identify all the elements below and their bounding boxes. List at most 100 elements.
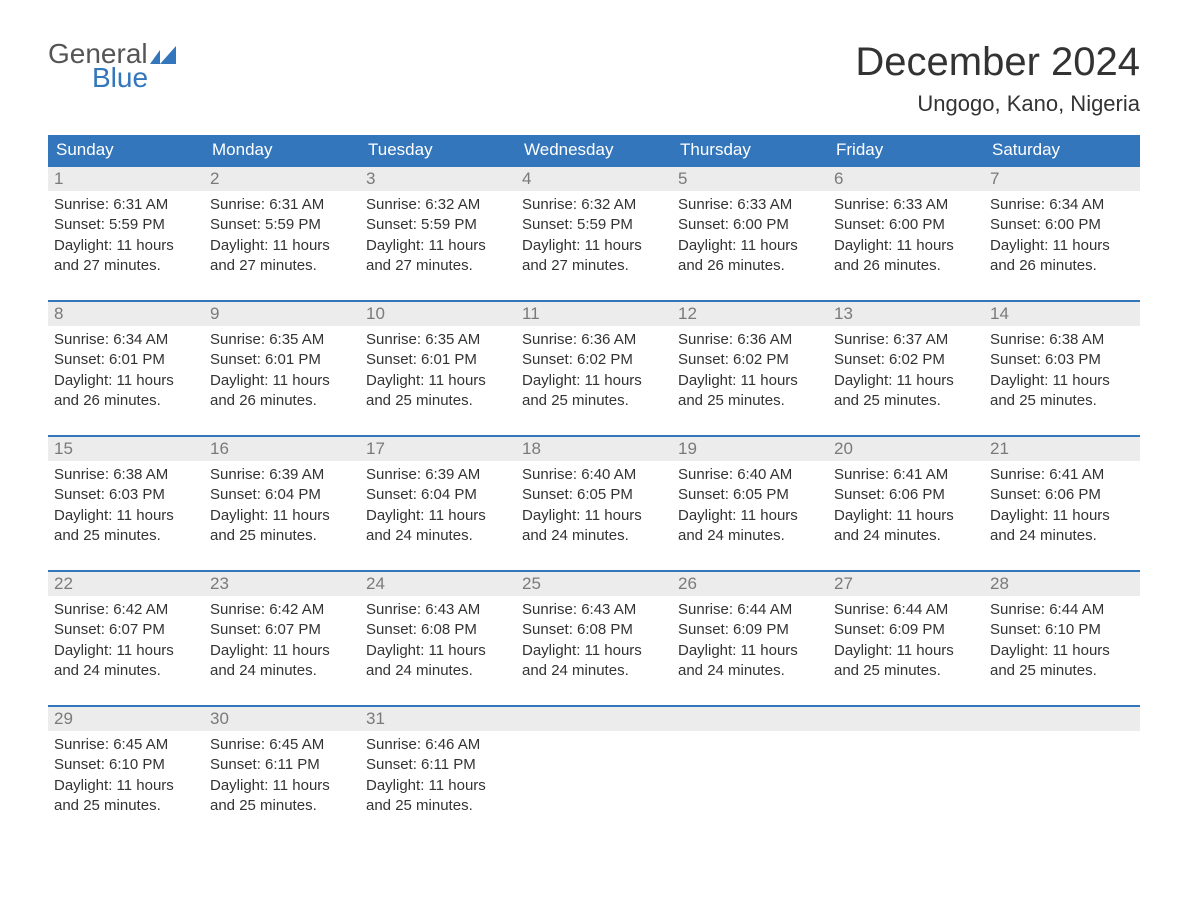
day-d1-line: Daylight: 11 hours [54, 371, 198, 391]
day-d1-line: Daylight: 11 hours [678, 641, 822, 661]
day-d2-line: and 24 minutes. [366, 526, 510, 546]
day-sunset-line: Sunset: 6:01 PM [54, 350, 198, 370]
day-sunset-line: Sunset: 6:06 PM [990, 485, 1134, 505]
day-content: Sunrise: 6:40 AMSunset: 6:05 PMDaylight:… [516, 461, 672, 554]
day-d1-line: Daylight: 11 hours [990, 371, 1134, 391]
day-d2-line: and 24 minutes. [54, 661, 198, 681]
day-content: Sunrise: 6:42 AMSunset: 6:07 PMDaylight:… [48, 596, 204, 689]
location-label: Ungogo, Kano, Nigeria [855, 91, 1140, 117]
day-number: 31 [360, 707, 516, 731]
day-sunrise-line: Sunrise: 6:46 AM [366, 735, 510, 755]
day-number [828, 707, 984, 731]
day-d2-line: and 26 minutes. [210, 391, 354, 411]
day-d2-line: and 25 minutes. [54, 796, 198, 816]
day-number [516, 707, 672, 731]
day-d2-line: and 24 minutes. [678, 661, 822, 681]
day-sunset-line: Sunset: 6:05 PM [678, 485, 822, 505]
week-row: 1234567Sunrise: 6:31 AMSunset: 5:59 PMDa… [48, 165, 1140, 284]
day-d1-line: Daylight: 11 hours [522, 236, 666, 256]
day-sunrise-line: Sunrise: 6:42 AM [210, 600, 354, 620]
day-sunset-line: Sunset: 6:00 PM [834, 215, 978, 235]
day-content: Sunrise: 6:32 AMSunset: 5:59 PMDaylight:… [516, 191, 672, 284]
day-content: Sunrise: 6:39 AMSunset: 6:04 PMDaylight:… [204, 461, 360, 554]
day-d1-line: Daylight: 11 hours [522, 371, 666, 391]
day-content: Sunrise: 6:41 AMSunset: 6:06 PMDaylight:… [984, 461, 1140, 554]
day-d2-line: and 26 minutes. [678, 256, 822, 276]
day-number: 18 [516, 437, 672, 461]
day-sunrise-line: Sunrise: 6:45 AM [210, 735, 354, 755]
day-number: 27 [828, 572, 984, 596]
day-d1-line: Daylight: 11 hours [366, 236, 510, 256]
day-sunrise-line: Sunrise: 6:34 AM [990, 195, 1134, 215]
day-sunrise-line: Sunrise: 6:32 AM [366, 195, 510, 215]
day-d1-line: Daylight: 11 hours [834, 641, 978, 661]
day-sunrise-line: Sunrise: 6:32 AM [522, 195, 666, 215]
day-sunrise-line: Sunrise: 6:44 AM [990, 600, 1134, 620]
day-d2-line: and 26 minutes. [834, 256, 978, 276]
day-sunrise-line: Sunrise: 6:31 AM [54, 195, 198, 215]
day-sunset-line: Sunset: 6:08 PM [522, 620, 666, 640]
day-number: 24 [360, 572, 516, 596]
day-sunrise-line: Sunrise: 6:38 AM [54, 465, 198, 485]
day-number: 14 [984, 302, 1140, 326]
day-content: Sunrise: 6:35 AMSunset: 6:01 PMDaylight:… [360, 326, 516, 419]
day-sunset-line: Sunset: 6:07 PM [210, 620, 354, 640]
month-title: December 2024 [855, 40, 1140, 85]
day-sunrise-line: Sunrise: 6:40 AM [522, 465, 666, 485]
day-sunrise-line: Sunrise: 6:41 AM [990, 465, 1134, 485]
day-content: Sunrise: 6:39 AMSunset: 6:04 PMDaylight:… [360, 461, 516, 554]
day-d1-line: Daylight: 11 hours [990, 236, 1134, 256]
day-sunset-line: Sunset: 5:59 PM [210, 215, 354, 235]
day-number: 2 [204, 167, 360, 191]
day-sunset-line: Sunset: 6:11 PM [210, 755, 354, 775]
day-number: 13 [828, 302, 984, 326]
day-number: 11 [516, 302, 672, 326]
day-d2-line: and 25 minutes. [210, 796, 354, 816]
day-content [984, 731, 1140, 824]
day-sunrise-line: Sunrise: 6:34 AM [54, 330, 198, 350]
day-d1-line: Daylight: 11 hours [834, 506, 978, 526]
day-d1-line: Daylight: 11 hours [990, 641, 1134, 661]
day-sunrise-line: Sunrise: 6:43 AM [366, 600, 510, 620]
weekday-header-cell: Wednesday [516, 135, 672, 165]
day-sunset-line: Sunset: 6:01 PM [366, 350, 510, 370]
title-block: December 2024 Ungogo, Kano, Nigeria [855, 40, 1140, 117]
day-number: 10 [360, 302, 516, 326]
day-content: Sunrise: 6:38 AMSunset: 6:03 PMDaylight:… [984, 326, 1140, 419]
day-content: Sunrise: 6:44 AMSunset: 6:10 PMDaylight:… [984, 596, 1140, 689]
day-sunset-line: Sunset: 5:59 PM [366, 215, 510, 235]
day-d1-line: Daylight: 11 hours [366, 371, 510, 391]
day-d2-line: and 24 minutes. [678, 526, 822, 546]
weeks-container: 1234567Sunrise: 6:31 AMSunset: 5:59 PMDa… [48, 165, 1140, 824]
day-sunset-line: Sunset: 6:10 PM [54, 755, 198, 775]
day-number: 5 [672, 167, 828, 191]
day-number: 4 [516, 167, 672, 191]
day-sunset-line: Sunset: 6:04 PM [366, 485, 510, 505]
day-sunset-line: Sunset: 6:11 PM [366, 755, 510, 775]
day-number: 19 [672, 437, 828, 461]
day-sunrise-line: Sunrise: 6:38 AM [990, 330, 1134, 350]
day-content: Sunrise: 6:35 AMSunset: 6:01 PMDaylight:… [204, 326, 360, 419]
day-number: 20 [828, 437, 984, 461]
day-sunrise-line: Sunrise: 6:45 AM [54, 735, 198, 755]
day-d2-line: and 25 minutes. [990, 391, 1134, 411]
day-d1-line: Daylight: 11 hours [678, 371, 822, 391]
header-block: General Blue December 2024 Ungogo, Kano,… [48, 40, 1140, 117]
day-number: 30 [204, 707, 360, 731]
day-content [828, 731, 984, 824]
logo: General Blue [48, 40, 178, 92]
day-content: Sunrise: 6:38 AMSunset: 6:03 PMDaylight:… [48, 461, 204, 554]
weekday-header-cell: Tuesday [360, 135, 516, 165]
day-number: 1 [48, 167, 204, 191]
day-sunrise-line: Sunrise: 6:31 AM [210, 195, 354, 215]
day-sunrise-line: Sunrise: 6:43 AM [522, 600, 666, 620]
day-sunrise-line: Sunrise: 6:37 AM [834, 330, 978, 350]
day-sunset-line: Sunset: 6:06 PM [834, 485, 978, 505]
day-number: 29 [48, 707, 204, 731]
day-number: 21 [984, 437, 1140, 461]
day-sunset-line: Sunset: 6:00 PM [678, 215, 822, 235]
day-d2-line: and 25 minutes. [366, 796, 510, 816]
day-d2-line: and 27 minutes. [366, 256, 510, 276]
day-sunset-line: Sunset: 6:02 PM [522, 350, 666, 370]
day-sunset-line: Sunset: 6:01 PM [210, 350, 354, 370]
